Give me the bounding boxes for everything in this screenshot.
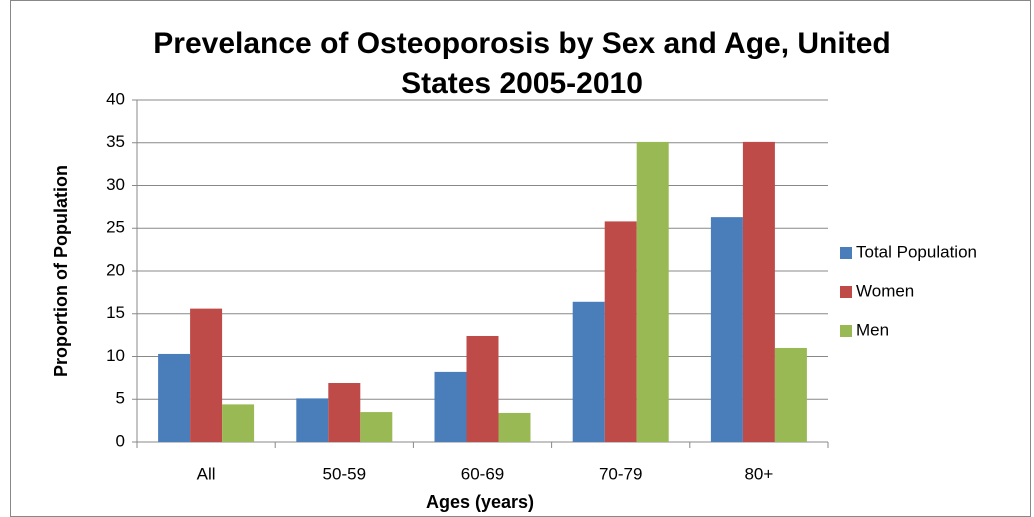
y-tick-label: 10 (106, 346, 125, 365)
x-tick-label: All (197, 464, 216, 483)
x-tick-label: 60-69 (461, 464, 504, 483)
y-tick-label: 5 (116, 389, 125, 408)
bar (466, 335, 499, 442)
x-tick-label: 50-59 (323, 464, 366, 483)
bar (636, 141, 669, 442)
bar (710, 217, 743, 442)
y-tick-label: 15 (106, 303, 125, 322)
y-axis-title: Proportion of Population (51, 165, 71, 377)
legend-label: Total Population (856, 242, 977, 261)
bar (222, 404, 255, 442)
y-tick-label: 25 (106, 218, 125, 237)
x-tick-label: 70-79 (599, 464, 642, 483)
bar (360, 412, 393, 442)
x-tick-label: 80+ (744, 464, 773, 483)
legend-swatch (840, 325, 852, 337)
chart-title: Prevelance of Osteoporosis by Sex and Ag… (153, 27, 890, 60)
bar (774, 347, 807, 442)
bar (434, 371, 467, 442)
bar (742, 141, 775, 442)
legend-label: Women (856, 281, 914, 300)
y-tick-label: 20 (106, 260, 125, 279)
x-axis-title: Ages (years) (426, 492, 534, 512)
bar (158, 353, 191, 442)
legend-label: Men (856, 320, 889, 339)
bar (190, 308, 223, 442)
y-tick-label: 0 (116, 431, 125, 450)
y-tick-label: 40 (106, 89, 125, 108)
legend-swatch (840, 247, 852, 259)
legend-swatch (840, 286, 852, 298)
bar (296, 398, 329, 442)
bar (498, 412, 531, 442)
chart-title: States 2005-2010 (401, 67, 643, 100)
bar (572, 301, 605, 442)
bar (604, 221, 637, 442)
y-tick-label: 30 (106, 175, 125, 194)
y-tick-label: 35 (106, 132, 125, 151)
bar (328, 383, 361, 442)
